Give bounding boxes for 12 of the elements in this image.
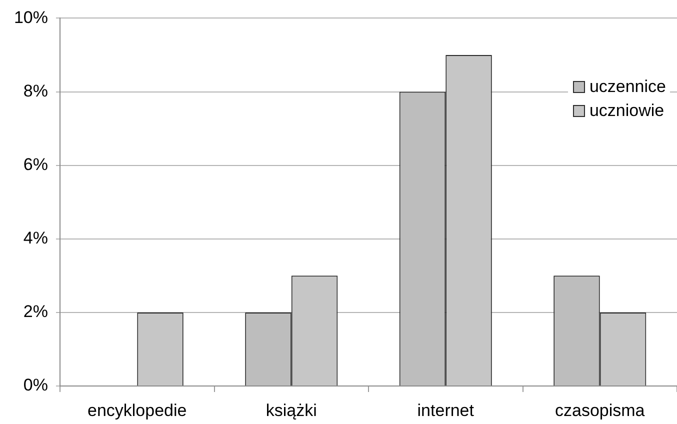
x-tick-label: czasopisma xyxy=(554,400,646,420)
y-tick-label: 2% xyxy=(23,302,48,322)
y-tick-label: 4% xyxy=(23,228,48,248)
x-tick-label: książki xyxy=(266,400,317,420)
legend-label: uczennice xyxy=(589,76,666,98)
y-tick-label: 10% xyxy=(14,8,48,27)
legend-label: uczniowie xyxy=(589,100,664,122)
y-tick-label: 6% xyxy=(23,155,48,174)
x-tick-label: encyklopedie xyxy=(88,400,187,420)
y-tick-label: 8% xyxy=(23,81,48,100)
y-tick-label: 0% xyxy=(23,376,48,395)
x-tick-label: internet xyxy=(417,400,474,420)
